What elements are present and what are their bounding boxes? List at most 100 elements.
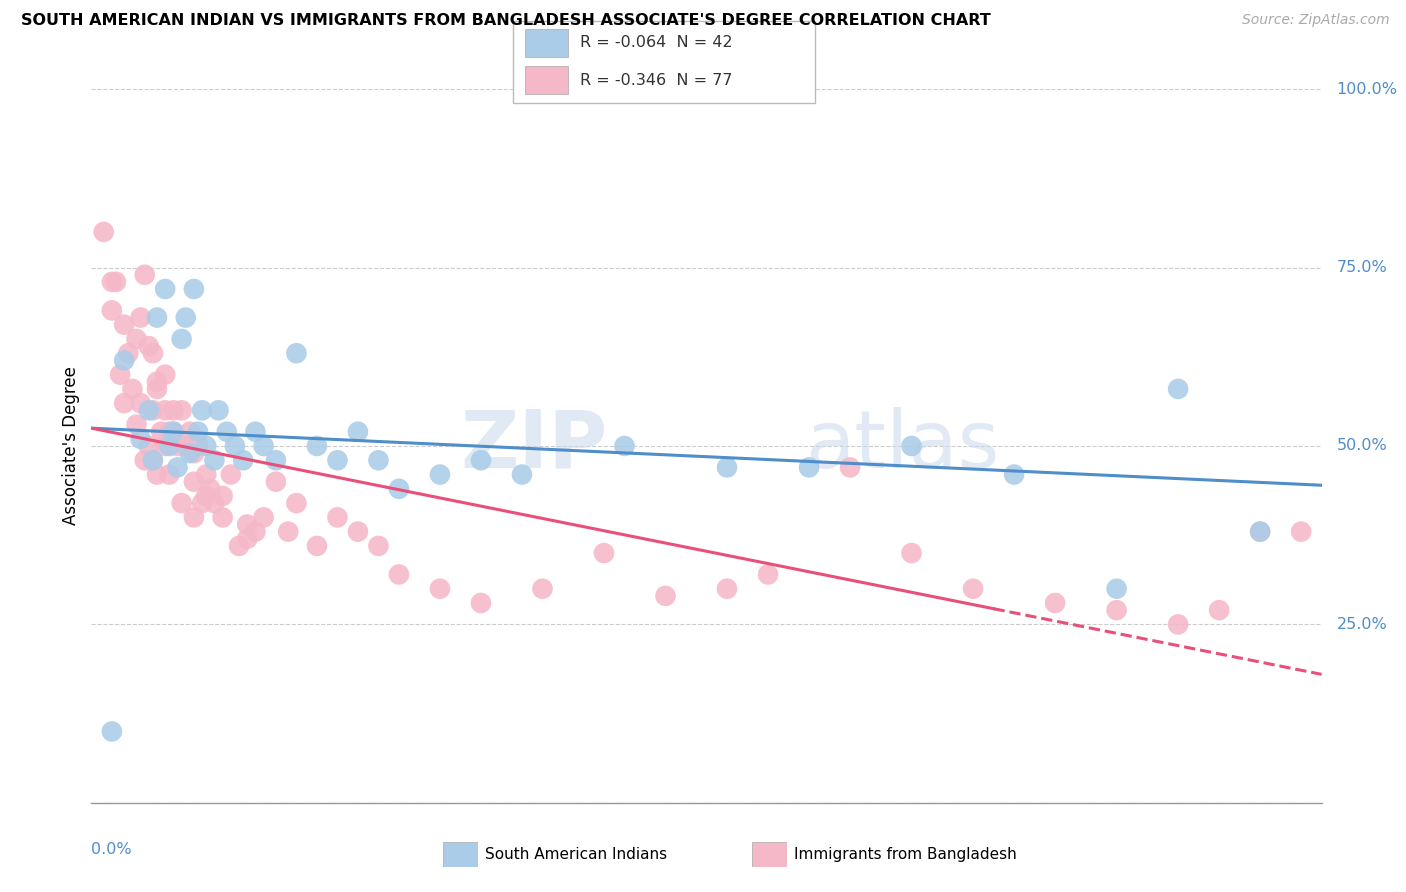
Point [117, 346, 139, 360]
Point [211, 510, 233, 524]
Point [121, 382, 143, 396]
Text: 0.0%: 0.0% [91, 842, 132, 857]
Point [367, 539, 389, 553]
Point [797, 460, 820, 475]
Point [1043, 596, 1066, 610]
Point [900, 439, 922, 453]
Text: South American Indians: South American Indians [485, 847, 668, 862]
Point [170, 332, 193, 346]
Point [195, 439, 218, 453]
Text: 25.0%: 25.0% [1336, 617, 1388, 632]
Point [162, 425, 184, 439]
Point [232, 453, 254, 467]
Point [756, 567, 779, 582]
Point [146, 375, 169, 389]
Point [153, 439, 177, 453]
Text: Source: ZipAtlas.com: Source: ZipAtlas.com [1241, 13, 1389, 28]
Text: atlas: atlas [804, 407, 1000, 485]
FancyBboxPatch shape [513, 21, 815, 103]
Point [157, 425, 180, 439]
Point [183, 446, 205, 460]
Point [1167, 382, 1189, 396]
Point [142, 453, 165, 467]
Point [187, 439, 209, 453]
Point [191, 496, 214, 510]
Point [839, 460, 862, 475]
Point [112, 396, 135, 410]
Point [195, 489, 218, 503]
Point [150, 425, 173, 439]
Point [211, 489, 233, 503]
Point [138, 339, 160, 353]
Point [305, 539, 328, 553]
Point [138, 403, 160, 417]
Point [170, 496, 193, 510]
Point [174, 310, 197, 325]
Point [1105, 582, 1128, 596]
Point [264, 453, 287, 467]
Point [613, 439, 636, 453]
Point [153, 403, 177, 417]
Point [170, 403, 193, 417]
Point [367, 453, 389, 467]
Point [166, 460, 188, 475]
Point [101, 724, 124, 739]
Point [125, 332, 148, 346]
Text: R = -0.346  N = 77: R = -0.346 N = 77 [579, 73, 733, 88]
Y-axis label: Associate's Degree: Associate's Degree [62, 367, 80, 525]
Point [101, 303, 124, 318]
Text: 75.0%: 75.0% [1336, 260, 1388, 275]
Text: SOUTH AMERICAN INDIAN VS IMMIGRANTS FROM BANGLADESH ASSOCIATE'S DEGREE CORRELATI: SOUTH AMERICAN INDIAN VS IMMIGRANTS FROM… [21, 13, 991, 29]
Text: R = -0.064  N = 42: R = -0.064 N = 42 [579, 35, 733, 50]
Point [162, 425, 184, 439]
Point [157, 467, 180, 482]
Point [510, 467, 533, 482]
Text: 50.0%: 50.0% [1336, 439, 1388, 453]
Point [93, 225, 115, 239]
Point [305, 439, 328, 453]
Point [285, 496, 308, 510]
Point [142, 403, 165, 417]
Point [138, 439, 160, 453]
Point [129, 432, 152, 446]
Point [129, 396, 152, 410]
Point [1167, 617, 1189, 632]
Point [125, 417, 148, 432]
Point [219, 467, 242, 482]
Point [1208, 603, 1230, 617]
Point [1249, 524, 1271, 539]
Point [253, 510, 276, 524]
Point [105, 275, 127, 289]
Point [285, 346, 308, 360]
Point [191, 403, 214, 417]
Point [1105, 603, 1128, 617]
Point [183, 282, 205, 296]
Point [153, 368, 177, 382]
Text: ZIP: ZIP [461, 407, 607, 485]
Point [142, 346, 165, 360]
Point [277, 524, 299, 539]
Point [157, 439, 180, 453]
Point [429, 467, 451, 482]
Point [207, 403, 229, 417]
Point [134, 268, 156, 282]
Point [108, 368, 131, 382]
Point [245, 425, 267, 439]
Point [531, 582, 554, 596]
Text: Immigrants from Bangladesh: Immigrants from Bangladesh [794, 847, 1017, 862]
Point [716, 460, 738, 475]
Bar [526, 67, 568, 95]
Point [900, 546, 922, 560]
Point [134, 453, 156, 467]
Point [129, 310, 152, 325]
Point [142, 453, 165, 467]
Point [1249, 524, 1271, 539]
Text: 100.0%: 100.0% [1336, 82, 1398, 96]
Point [162, 403, 184, 417]
Point [962, 582, 984, 596]
Point [326, 453, 349, 467]
Point [236, 517, 259, 532]
Point [179, 446, 201, 460]
Point [101, 275, 124, 289]
Point [253, 439, 276, 453]
